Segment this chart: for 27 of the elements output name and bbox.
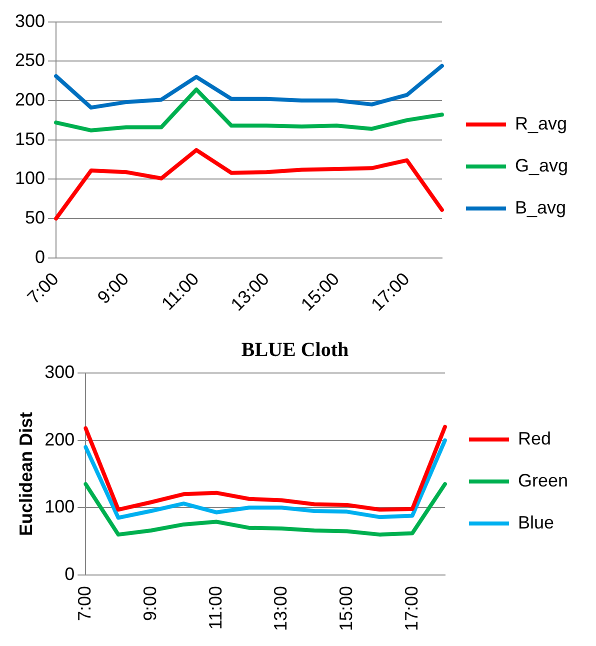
y-tick-label: 0: [35, 246, 46, 267]
chart-title: BLUE Cloth: [241, 339, 349, 362]
legend-label: Green: [518, 470, 568, 490]
y-tick-label: 300: [14, 10, 46, 31]
x-tick-label: 15:00: [336, 586, 356, 632]
y-tick-label: 200: [44, 429, 75, 450]
y-tick-label: 150: [14, 128, 46, 149]
y-tick-label: 0: [64, 564, 75, 584]
y-tick-label: 50: [25, 208, 46, 228]
x-tick-label: 7:00: [23, 268, 62, 308]
legend-label: Red: [518, 428, 552, 448]
x-tick-label: 11:00: [205, 586, 226, 630]
y-tick-label: 300: [44, 362, 75, 382]
y-tick-label: 100: [44, 496, 75, 517]
legend-label: G_avg: [514, 155, 568, 176]
legend-label: B_avg: [514, 197, 566, 218]
x-tick-label: 9:00: [94, 268, 133, 308]
x-tick-label: 9:00: [140, 586, 160, 622]
x-tick-label: 13:00: [270, 586, 291, 632]
y-tick-label: 200: [14, 89, 46, 110]
y-tick-label: 100: [14, 168, 46, 188]
x-tick-label: 7:00: [74, 586, 95, 622]
y-axis-title: Euclidean Dist: [16, 412, 36, 536]
x-tick-label: 17:00: [401, 586, 422, 632]
legend-label: Blue: [518, 512, 554, 532]
legend-label: R_avg: [514, 113, 567, 134]
y-tick-label: 250: [14, 50, 46, 70]
